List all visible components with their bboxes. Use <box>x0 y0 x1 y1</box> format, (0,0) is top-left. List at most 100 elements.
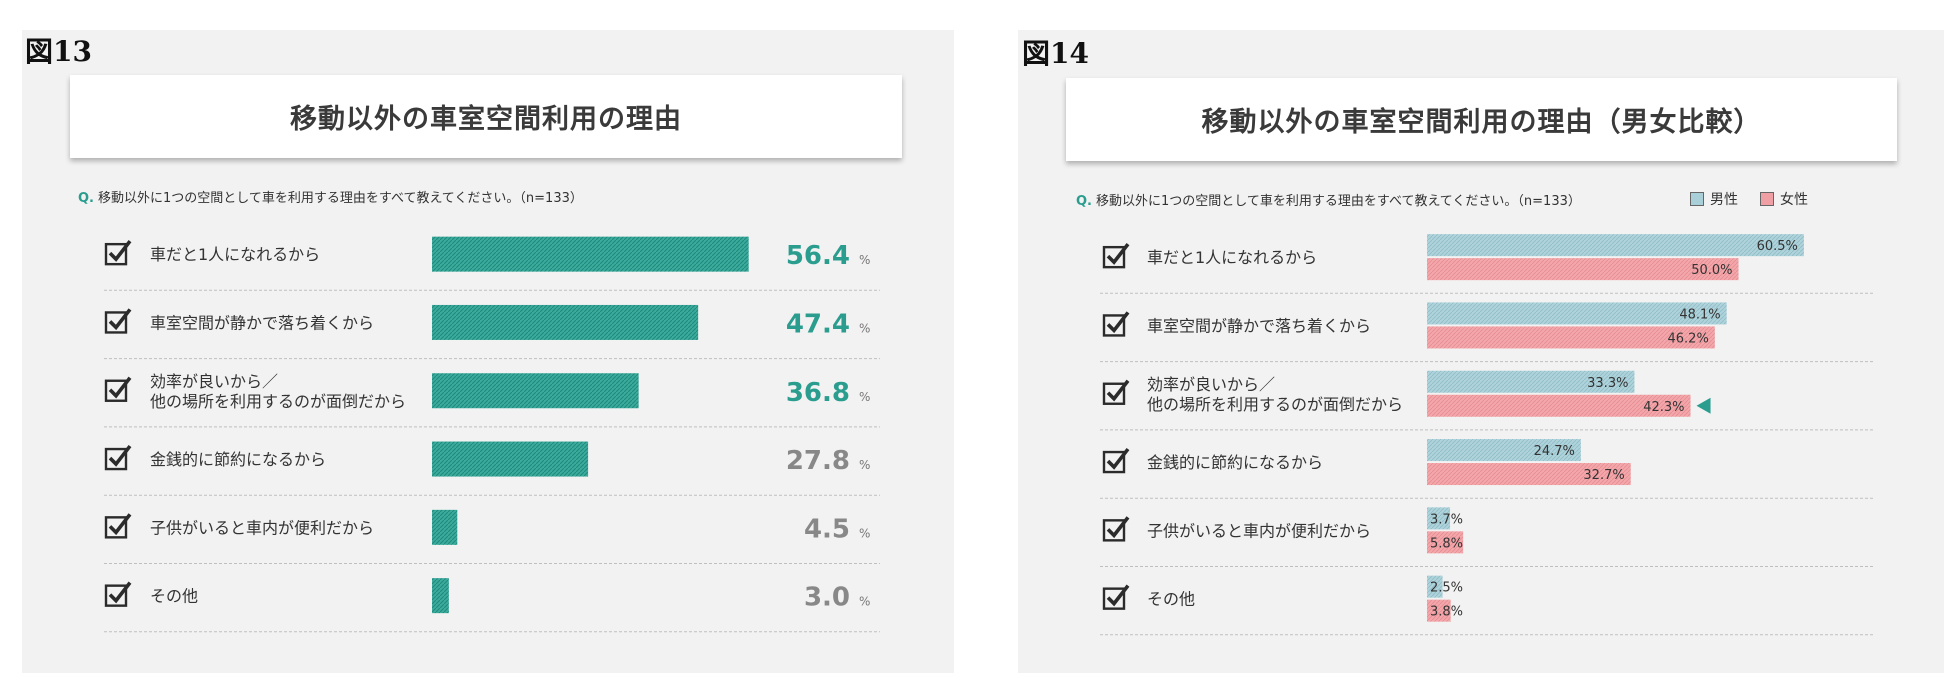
checkbox-frame <box>1102 382 1126 405</box>
figure13-label: 図13 <box>25 35 92 68</box>
figure14-legend: 男性 女性 <box>1690 189 1808 209</box>
checkbox-frame <box>1102 519 1126 542</box>
checkbox-frame <box>104 242 128 266</box>
unit-label: % <box>859 321 870 335</box>
unit-label: % <box>859 253 870 267</box>
question-text: 移動以外に1つの空間として車を利用する理由をすべて教えてください。（n=133） <box>98 191 583 206</box>
checkbox-frame <box>104 311 128 334</box>
checkbox-tick <box>108 376 132 399</box>
checkbox-tick <box>108 513 132 536</box>
category-label: 効率が良いから／ <box>150 372 278 391</box>
value-label-female: 42.3% <box>1643 400 1684 415</box>
bar-male <box>1427 234 1804 257</box>
checkbox-checked-icon <box>104 444 132 471</box>
value-label-male: 3.7% <box>1430 512 1463 527</box>
bar-female <box>1427 326 1715 349</box>
value-label: 27.8 <box>786 446 850 476</box>
value-label-female: 46.2% <box>1668 331 1709 346</box>
checkbox-frame <box>104 516 128 539</box>
bar <box>432 441 589 477</box>
category-label: 車室空間が静かで落ち着くから <box>150 313 374 332</box>
category-label: その他 <box>1147 590 1195 609</box>
bar-male <box>1427 370 1635 393</box>
checkbox-checked-icon <box>1102 379 1130 405</box>
value-label-female: 5.8% <box>1430 536 1463 551</box>
legend-swatch-male <box>1690 192 1704 206</box>
checkbox-tick <box>108 240 132 262</box>
bar <box>432 236 749 272</box>
checkbox-frame <box>1102 245 1126 269</box>
value-label: 47.4 <box>786 309 850 339</box>
checkbox-checked-icon <box>104 513 132 539</box>
figure13-title: 移動以外の車室空間利用の理由 <box>70 75 902 158</box>
bar-female <box>1427 599 1451 622</box>
checkbox-frame <box>1102 587 1126 610</box>
checkbox-frame <box>104 447 128 471</box>
question-prefix: Q. <box>1076 194 1092 209</box>
bar-female <box>1427 258 1739 281</box>
legend-label-female: 女性 <box>1780 192 1808 208</box>
legend-item-female: 女性 <box>1760 189 1808 209</box>
bar-female <box>1427 531 1464 554</box>
value-label-female: 50.0% <box>1691 263 1732 278</box>
bar-female <box>1427 394 1691 417</box>
checkbox-tick <box>1106 516 1130 539</box>
checkbox-checked-icon <box>104 581 132 607</box>
legend-swatch-female <box>1760 192 1774 206</box>
value-label: 56.4 <box>786 241 850 271</box>
category-label: 車室空間が静かで落ち着くから <box>1147 316 1371 335</box>
figure14-label: 図14 <box>1022 37 1089 70</box>
value-label-male: 60.5% <box>1757 239 1798 254</box>
bar-male <box>1427 507 1451 530</box>
value-label-male: 48.1% <box>1679 307 1720 322</box>
unit-label: % <box>859 595 870 609</box>
bar <box>432 509 458 545</box>
bar-male <box>1427 302 1727 325</box>
category-label: 金銭的に節約になるから <box>150 450 326 469</box>
bar-male <box>1427 439 1581 462</box>
checkbox-checked-icon <box>1102 516 1130 542</box>
bar-female <box>1427 463 1631 486</box>
figure14-question: Q. 移動以外に1つの空間として車を利用する理由をすべて教えてください。（n=13… <box>1076 190 1581 209</box>
unit-label: % <box>859 458 870 472</box>
checkbox-checked-icon <box>1102 447 1130 474</box>
unit-label: % <box>859 390 870 404</box>
checkbox-checked-icon <box>104 240 132 266</box>
checkbox-checked-icon <box>104 308 132 334</box>
category-label: 他の場所を利用するのが面倒だから <box>1147 395 1403 414</box>
checkbox-tick <box>1106 447 1130 470</box>
category-label: その他 <box>150 587 198 606</box>
checkbox-tick <box>1106 379 1130 402</box>
value-label-male: 2.5% <box>1430 581 1463 596</box>
category-label: 車だと1人になれるから <box>1147 248 1317 267</box>
value-label: 3.0 <box>804 583 850 613</box>
checkbox-frame <box>1102 314 1126 337</box>
checkbox-frame <box>104 584 128 607</box>
value-label-male: 33.3% <box>1587 376 1628 391</box>
checkbox-frame <box>1102 450 1126 474</box>
value-label: 36.8 <box>786 378 850 408</box>
value-label-male: 24.7% <box>1534 444 1575 459</box>
category-label: 金銭的に節約になるから <box>1147 453 1323 472</box>
bar-male <box>1427 575 1443 598</box>
triangle-left-icon <box>1696 397 1711 414</box>
checkbox-checked-icon <box>1102 311 1130 337</box>
checkbox-frame <box>104 379 128 402</box>
question-text: 移動以外に1つの空間として車を利用する理由をすべて教えてください。（n=133） <box>1096 194 1581 209</box>
figure14-title: 移動以外の車室空間利用の理由（男女比較） <box>1066 78 1897 161</box>
category-label: 子供がいると車内が便利だから <box>1147 521 1371 540</box>
figure13-question: Q. 移動以外に1つの空間として車を利用する理由をすべて教えてください。（n=13… <box>78 187 583 206</box>
checkbox-tick <box>1106 243 1130 265</box>
checkbox-tick <box>1106 311 1130 334</box>
checkbox-tick <box>108 444 132 467</box>
checkbox-checked-icon <box>104 376 132 402</box>
checkbox-tick <box>108 308 132 331</box>
category-label: 効率が良いから／ <box>1147 375 1275 394</box>
checkbox-checked-icon <box>1102 243 1130 269</box>
bar <box>432 304 699 340</box>
checkbox-checked-icon <box>1102 584 1130 610</box>
legend-label-male: 男性 <box>1710 192 1738 208</box>
category-label: 子供がいると車内が便利だから <box>150 518 374 537</box>
question-prefix: Q. <box>78 191 94 206</box>
